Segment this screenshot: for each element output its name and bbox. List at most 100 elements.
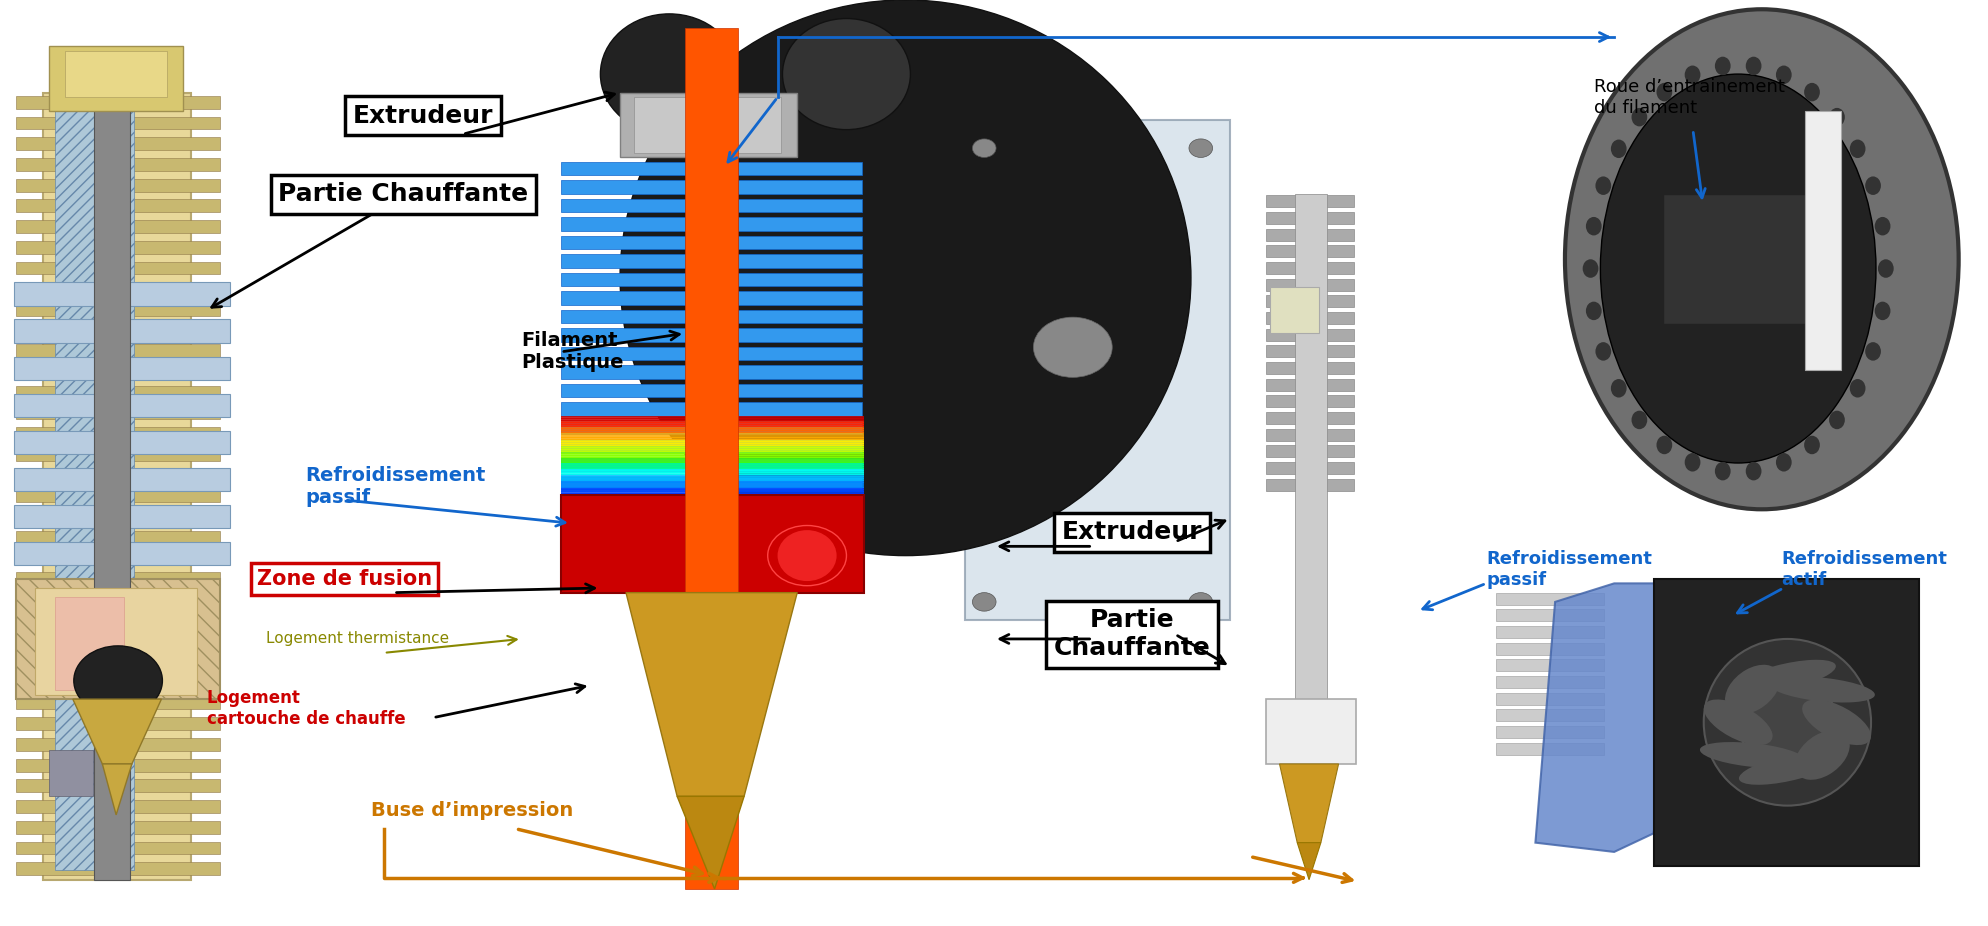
Bar — [16, 634, 221, 647]
Ellipse shape — [1656, 82, 1672, 101]
Bar — [56, 111, 133, 870]
Bar — [561, 476, 865, 480]
Ellipse shape — [992, 386, 1008, 397]
Bar — [16, 386, 221, 399]
Bar — [14, 357, 231, 380]
Text: Filament
Plastique: Filament Plastique — [521, 332, 624, 372]
Bar — [738, 366, 863, 379]
Bar — [1266, 295, 1354, 307]
Ellipse shape — [1740, 752, 1835, 785]
Ellipse shape — [1716, 56, 1732, 75]
Ellipse shape — [1159, 342, 1175, 353]
Bar — [561, 441, 865, 444]
Ellipse shape — [1018, 282, 1034, 293]
Ellipse shape — [1632, 108, 1648, 127]
Bar — [561, 493, 865, 496]
Bar — [16, 407, 221, 419]
Ellipse shape — [1610, 140, 1626, 158]
Bar — [561, 403, 686, 416]
Bar — [561, 469, 865, 473]
Bar — [738, 199, 863, 212]
Bar — [561, 439, 865, 442]
Bar — [16, 842, 221, 855]
Bar — [16, 579, 221, 699]
Bar — [1266, 245, 1354, 257]
Bar — [14, 431, 231, 454]
Ellipse shape — [1769, 677, 1875, 703]
Ellipse shape — [972, 593, 996, 611]
Bar — [1497, 709, 1604, 721]
Ellipse shape — [1153, 318, 1169, 329]
Ellipse shape — [1795, 731, 1849, 780]
Ellipse shape — [990, 285, 1157, 409]
Bar — [16, 758, 221, 771]
Ellipse shape — [777, 530, 837, 582]
Bar — [561, 422, 865, 425]
Bar — [561, 424, 865, 427]
Bar — [561, 162, 686, 175]
Ellipse shape — [1586, 217, 1602, 235]
Ellipse shape — [972, 139, 996, 157]
Bar — [964, 120, 1231, 620]
Bar — [561, 497, 865, 500]
Bar — [1497, 659, 1604, 671]
Bar — [561, 464, 865, 467]
Bar — [561, 477, 686, 490]
Bar — [16, 718, 221, 730]
Ellipse shape — [1745, 462, 1761, 481]
Bar — [16, 158, 221, 170]
Bar — [1266, 379, 1354, 391]
Text: Zone de fusion: Zone de fusion — [256, 569, 431, 589]
Bar — [1497, 593, 1604, 605]
Ellipse shape — [1111, 282, 1127, 293]
Ellipse shape — [1684, 66, 1700, 84]
Bar — [561, 431, 865, 433]
Polygon shape — [101, 764, 131, 815]
Bar — [702, 139, 714, 491]
Ellipse shape — [1775, 453, 1791, 471]
Bar — [1497, 643, 1604, 655]
Ellipse shape — [1704, 639, 1871, 806]
Ellipse shape — [1716, 462, 1732, 481]
Ellipse shape — [1582, 259, 1598, 278]
Bar — [16, 489, 221, 502]
Ellipse shape — [1586, 302, 1602, 320]
Bar — [738, 421, 863, 434]
Bar — [95, 83, 129, 880]
Bar — [16, 800, 221, 813]
Ellipse shape — [1700, 742, 1805, 768]
Ellipse shape — [1805, 436, 1819, 455]
Bar — [561, 434, 865, 437]
Bar — [1497, 626, 1604, 638]
Bar — [561, 478, 865, 482]
Bar — [561, 416, 865, 419]
Bar — [1270, 287, 1318, 333]
Bar — [16, 220, 221, 233]
Ellipse shape — [1600, 74, 1877, 463]
Text: Logement thermistance: Logement thermistance — [266, 632, 449, 646]
Bar — [738, 292, 863, 305]
Bar — [1497, 693, 1604, 705]
Bar — [16, 820, 221, 833]
Bar — [561, 449, 865, 452]
Bar — [561, 491, 865, 494]
Bar — [16, 137, 221, 150]
Bar — [561, 273, 686, 286]
Bar — [561, 181, 686, 194]
Ellipse shape — [1829, 410, 1845, 429]
Ellipse shape — [1656, 436, 1672, 455]
Bar — [1266, 312, 1354, 324]
Bar — [50, 750, 93, 796]
Bar — [561, 495, 865, 593]
Bar — [738, 181, 863, 194]
Bar — [561, 310, 686, 323]
Bar — [16, 179, 221, 192]
Ellipse shape — [1081, 273, 1097, 284]
Bar — [561, 199, 686, 212]
Bar — [16, 614, 221, 627]
Ellipse shape — [1684, 453, 1700, 471]
Bar — [14, 505, 231, 528]
Bar — [561, 494, 865, 498]
Ellipse shape — [1865, 342, 1881, 360]
Bar — [738, 477, 863, 490]
